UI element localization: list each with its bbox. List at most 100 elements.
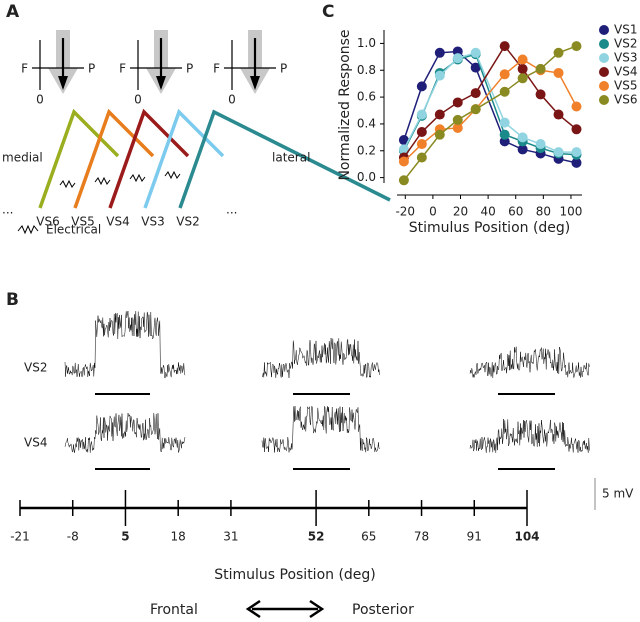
data-point	[535, 89, 546, 100]
data-point	[452, 122, 463, 133]
data-point	[398, 156, 409, 167]
data-point	[470, 62, 481, 73]
data-point	[571, 147, 582, 158]
data-point	[398, 135, 409, 146]
label-zero: 0	[228, 93, 236, 107]
legend-label: VS5	[614, 79, 637, 93]
trace	[64, 310, 186, 379]
data-point	[398, 144, 409, 155]
neuron	[38, 108, 120, 209]
legend-label: VS1	[614, 23, 637, 37]
trace	[261, 405, 380, 453]
legend-marker	[599, 53, 609, 63]
data-point	[434, 47, 445, 58]
data-point	[553, 109, 564, 120]
arrow-head	[309, 599, 325, 619]
trace	[262, 337, 380, 379]
trace	[469, 418, 590, 453]
row-label: VS2	[24, 361, 47, 375]
panel-label: C	[322, 2, 334, 22]
axis-tick-label: 52	[308, 530, 325, 544]
axis-tick-label: 5	[121, 530, 129, 544]
gap-junction	[129, 173, 146, 183]
data-point	[452, 114, 463, 125]
label-f: F	[213, 62, 220, 76]
data-point	[571, 41, 582, 52]
data-point	[416, 126, 427, 137]
series-line	[403, 50, 577, 164]
label-zero: 0	[36, 93, 44, 107]
data-point	[416, 152, 427, 163]
trace	[64, 412, 186, 453]
legend-marker	[599, 95, 609, 105]
arrow-head	[245, 599, 261, 619]
series-line	[403, 58, 578, 163]
y-tick-label: 0.0	[357, 170, 376, 184]
data-point	[517, 144, 528, 155]
label-f: F	[119, 62, 126, 76]
label-p: P	[186, 62, 193, 76]
data-point	[434, 70, 445, 81]
data-point	[571, 157, 582, 168]
neuron	[108, 108, 190, 209]
data-point	[517, 73, 528, 84]
legend-label: VS6	[614, 93, 637, 107]
scale-label: 5 mV	[602, 487, 634, 501]
posterior-label: Posterior	[352, 602, 414, 618]
neuron	[143, 108, 225, 209]
lateral-label: lateral	[272, 151, 310, 165]
label-f: F	[21, 62, 28, 76]
y-tick-label: 0.8	[357, 63, 376, 77]
x-axis-title: Stimulus Position (deg)	[409, 220, 571, 236]
arrow-head	[250, 76, 260, 90]
x-tick-label: 100	[560, 205, 583, 219]
medial-label: medial	[2, 151, 43, 165]
ellipsis: ...	[226, 203, 237, 217]
data-point	[553, 47, 564, 58]
data-point	[499, 117, 510, 128]
neuron-label: VS3	[141, 215, 164, 229]
data-point	[499, 69, 510, 80]
legend-marker	[599, 67, 609, 77]
legend-marker	[599, 81, 609, 91]
x-tick-label: 60	[508, 205, 523, 219]
axis-tick-label: -21	[10, 530, 30, 544]
x-tick-label: 40	[480, 205, 495, 219]
series-line	[403, 51, 577, 153]
panel-label: B	[6, 290, 19, 310]
data-point	[434, 109, 445, 120]
axis-tick-label: 104	[514, 530, 539, 544]
data-point	[416, 81, 427, 92]
x-tick-label: -20	[395, 205, 415, 219]
neuron	[73, 108, 155, 209]
data-point	[553, 67, 564, 78]
label-p: P	[88, 62, 95, 76]
gap-junction	[59, 179, 76, 189]
legend-zigzag	[17, 224, 39, 235]
gap-junction	[164, 170, 181, 180]
row-label: VS4	[24, 436, 47, 450]
data-point	[470, 88, 481, 99]
y-axis-title: Normalized Response	[337, 29, 353, 180]
neuron-label: VS6	[36, 215, 59, 229]
axis-tick-label: 31	[223, 530, 238, 544]
data-point	[416, 139, 427, 150]
label-zero: 0	[134, 93, 142, 107]
data-point	[434, 129, 445, 140]
data-point	[416, 109, 427, 120]
data-point	[470, 104, 481, 115]
y-tick-label: 0.2	[357, 143, 376, 157]
data-point	[517, 132, 528, 143]
axis-title: Stimulus Position (deg)	[214, 567, 376, 583]
data-point	[452, 53, 463, 64]
legend-label: Electrical	[46, 223, 101, 237]
gap-junction	[94, 176, 111, 186]
axis-tick-label: 78	[414, 530, 429, 544]
arrow-head	[58, 76, 68, 90]
legend-label: VS3	[614, 51, 637, 65]
data-point	[499, 41, 510, 52]
data-point	[452, 97, 463, 108]
axis-tick-label: 91	[467, 530, 482, 544]
